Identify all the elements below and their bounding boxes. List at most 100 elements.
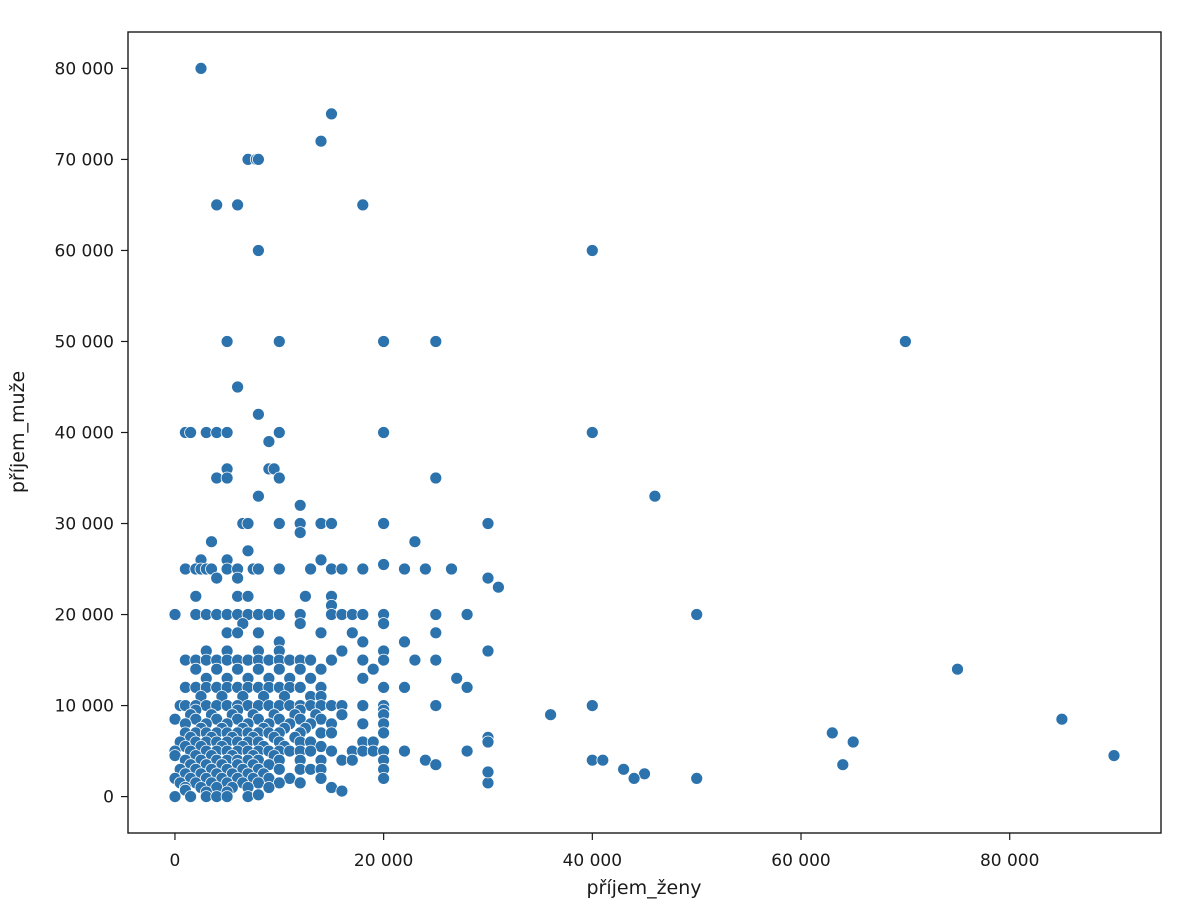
data-point [481, 765, 495, 779]
data-point [481, 644, 495, 658]
data-point [251, 562, 265, 576]
data-point [951, 662, 964, 676]
data-point [272, 608, 286, 621]
data-point [325, 653, 338, 667]
data-point [429, 626, 443, 640]
data-point [272, 562, 286, 576]
x-tick-label: 80 000 [980, 851, 1039, 871]
data-point [408, 653, 422, 667]
y-tick-label: 50 000 [55, 332, 114, 352]
data-point [184, 426, 198, 439]
data-point [429, 653, 443, 667]
data-point [899, 335, 912, 348]
data-point [189, 662, 203, 676]
data-point [168, 790, 182, 803]
data-point [398, 681, 411, 694]
data-point [231, 662, 245, 676]
x-tick-label: 0 [170, 851, 181, 871]
data-point [596, 753, 610, 767]
y-tick-label: 30 000 [55, 515, 114, 535]
data-point [617, 762, 630, 776]
data-point [325, 744, 338, 758]
data-point [356, 653, 370, 667]
data-point [168, 608, 182, 621]
data-point [460, 681, 474, 694]
data-point [272, 335, 286, 348]
data-point [429, 699, 443, 712]
data-point [210, 198, 224, 212]
data-point [304, 562, 318, 576]
data-point [262, 435, 276, 449]
data-point [231, 571, 245, 585]
data-point [304, 653, 318, 667]
data-point [1055, 712, 1069, 726]
y-tick-label: 40 000 [55, 424, 114, 444]
data-point [304, 744, 318, 758]
data-point [335, 562, 349, 576]
data-point [189, 589, 203, 603]
data-point [251, 662, 265, 676]
data-point [272, 762, 286, 776]
data-point [481, 735, 495, 749]
data-point [241, 790, 255, 803]
y-tick-label: 60 000 [55, 241, 114, 261]
data-point [314, 772, 328, 785]
data-point [210, 571, 224, 585]
data-point [429, 335, 443, 348]
x-tick-label: 40 000 [563, 851, 622, 871]
data-point [356, 699, 370, 712]
y-tick-label: 10 000 [55, 697, 114, 717]
data-point [836, 758, 850, 772]
data-point [251, 626, 265, 640]
x-axis-label: příjem_ženy [586, 877, 701, 899]
data-point [220, 335, 234, 348]
data-point [377, 726, 391, 740]
data-point [314, 553, 328, 567]
data-point [356, 198, 370, 212]
data-point [356, 671, 370, 685]
data-point [825, 726, 839, 740]
data-point [356, 635, 370, 649]
data-point [293, 526, 307, 539]
data-point [293, 662, 307, 676]
data-point [460, 744, 474, 758]
data-point [262, 781, 276, 794]
data-point [429, 758, 443, 772]
data-point [356, 608, 370, 621]
data-point [251, 407, 265, 421]
data-point [345, 626, 359, 640]
data-point [429, 608, 443, 621]
data-point [690, 608, 704, 621]
data-point [408, 535, 422, 549]
data-point [251, 152, 265, 166]
data-point [460, 608, 474, 621]
data-point [220, 471, 234, 485]
data-point [377, 517, 391, 530]
data-point [272, 517, 286, 530]
data-point [648, 489, 662, 503]
y-tick-label: 80 000 [55, 59, 114, 79]
data-point [418, 562, 432, 576]
data-point [210, 662, 224, 676]
data-point [241, 589, 255, 603]
data-point [398, 635, 411, 649]
data-point [585, 244, 599, 257]
data-point [231, 626, 245, 640]
x-tick-label: 20 000 [354, 851, 413, 871]
data-point [356, 717, 370, 731]
x-tick-label: 60 000 [771, 851, 830, 871]
y-tick-label: 0 [103, 788, 114, 808]
data-point [450, 671, 464, 685]
data-point [220, 790, 234, 803]
data-point [293, 681, 307, 694]
data-point [398, 744, 411, 758]
data-point [251, 489, 265, 503]
data-point [377, 772, 391, 785]
data-point [335, 644, 349, 658]
data-point [627, 772, 641, 785]
data-point [325, 107, 338, 121]
data-point [304, 671, 318, 685]
data-point [314, 134, 328, 148]
data-point [846, 735, 860, 749]
